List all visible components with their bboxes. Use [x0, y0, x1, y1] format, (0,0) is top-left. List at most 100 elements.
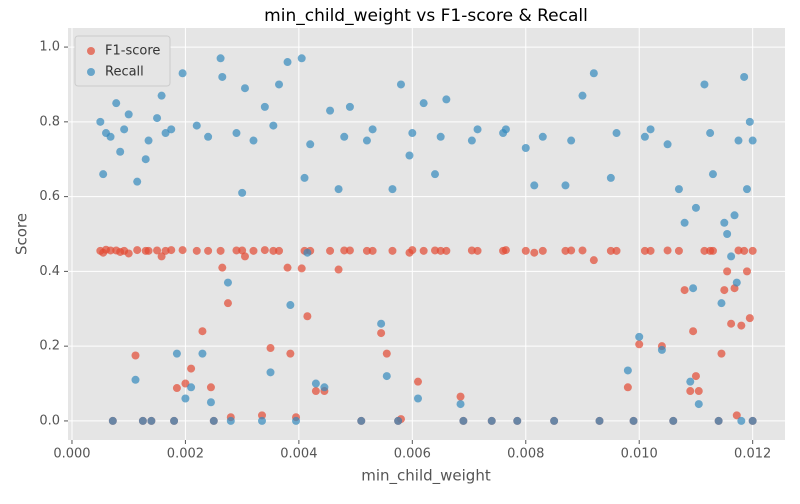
data-point — [745, 117, 754, 126]
legend-box — [74, 35, 171, 87]
data-point — [286, 301, 295, 310]
data-point — [530, 248, 539, 257]
data-point — [257, 411, 266, 420]
data-point — [674, 185, 683, 194]
data-point — [198, 349, 207, 358]
data-point — [700, 246, 709, 255]
x-axis-label: min_child_weight — [361, 467, 491, 486]
data-point — [623, 366, 632, 375]
data-point — [706, 129, 715, 138]
legend-label: F1-score — [105, 44, 160, 59]
data-point — [249, 136, 258, 145]
data-point — [396, 80, 405, 89]
data-point — [238, 246, 247, 255]
data-point — [740, 246, 749, 255]
data-point — [748, 416, 757, 425]
data-point — [459, 416, 468, 425]
data-point — [694, 400, 703, 409]
y-axis-label: Score — [13, 213, 31, 255]
data-point — [223, 278, 232, 287]
data-point — [720, 218, 729, 227]
data-point — [283, 58, 292, 67]
data-point — [680, 218, 689, 227]
data-point — [657, 345, 666, 354]
data-point — [167, 125, 176, 134]
data-point — [567, 246, 576, 255]
data-point — [595, 416, 604, 425]
data-point — [740, 72, 749, 81]
plot-background — [68, 28, 785, 440]
data-point — [612, 129, 621, 138]
data-point — [216, 246, 225, 255]
legend-label: Recall — [105, 65, 144, 80]
data-point — [223, 299, 232, 308]
data-point — [297, 54, 306, 63]
data-point — [694, 387, 703, 396]
x-tick-label: 0.008 — [507, 447, 544, 462]
y-tick-label: 0.0 — [39, 413, 60, 428]
data-point — [172, 349, 181, 358]
data-point — [283, 263, 292, 272]
data-point — [732, 411, 741, 420]
data-point — [635, 332, 644, 341]
data-point — [589, 69, 598, 78]
data-point — [388, 246, 397, 255]
data-point — [306, 140, 315, 149]
data-point — [413, 394, 422, 403]
data-point — [326, 246, 335, 255]
data-point — [131, 375, 140, 384]
data-point — [669, 416, 678, 425]
data-point — [419, 99, 428, 108]
data-point — [561, 181, 570, 190]
y-tick-label: 0.8 — [39, 114, 60, 129]
data-point — [326, 106, 335, 115]
data-point — [311, 387, 320, 396]
data-point — [106, 132, 115, 141]
data-point — [206, 398, 215, 407]
data-point — [473, 125, 482, 134]
x-tick-label: 0.002 — [167, 447, 204, 462]
data-point — [340, 132, 349, 141]
data-point — [138, 416, 147, 425]
data-point — [266, 344, 275, 353]
data-point — [311, 379, 320, 388]
data-point — [300, 173, 309, 182]
data-point — [99, 170, 108, 179]
data-point — [181, 394, 190, 403]
data-point — [686, 387, 695, 396]
data-point — [192, 246, 201, 255]
data-point — [748, 246, 757, 255]
data-point — [260, 102, 269, 111]
data-point — [144, 136, 153, 145]
data-point — [388, 185, 397, 194]
data-point — [714, 416, 723, 425]
data-point — [538, 246, 547, 255]
data-point — [232, 246, 241, 255]
data-point — [578, 246, 587, 255]
data-point — [408, 246, 417, 255]
data-point — [206, 383, 215, 392]
data-point — [742, 267, 751, 276]
data-point — [663, 140, 672, 149]
data-point — [120, 125, 129, 134]
data-point — [108, 416, 117, 425]
data-point — [249, 246, 258, 255]
data-point — [172, 384, 181, 393]
data-point — [187, 383, 196, 392]
data-point — [730, 211, 739, 220]
data-point — [436, 246, 445, 255]
y-tick-label: 0.6 — [39, 189, 60, 204]
data-point — [266, 368, 275, 377]
data-point — [178, 69, 187, 78]
data-point — [345, 246, 354, 255]
data-point — [663, 246, 672, 255]
data-point — [232, 129, 241, 138]
data-point — [578, 91, 587, 100]
data-point — [269, 121, 278, 130]
data-point — [737, 321, 746, 330]
data-point — [303, 248, 312, 257]
data-point — [153, 246, 162, 255]
data-point — [161, 129, 170, 138]
data-point — [377, 319, 386, 328]
data-point — [499, 129, 508, 138]
